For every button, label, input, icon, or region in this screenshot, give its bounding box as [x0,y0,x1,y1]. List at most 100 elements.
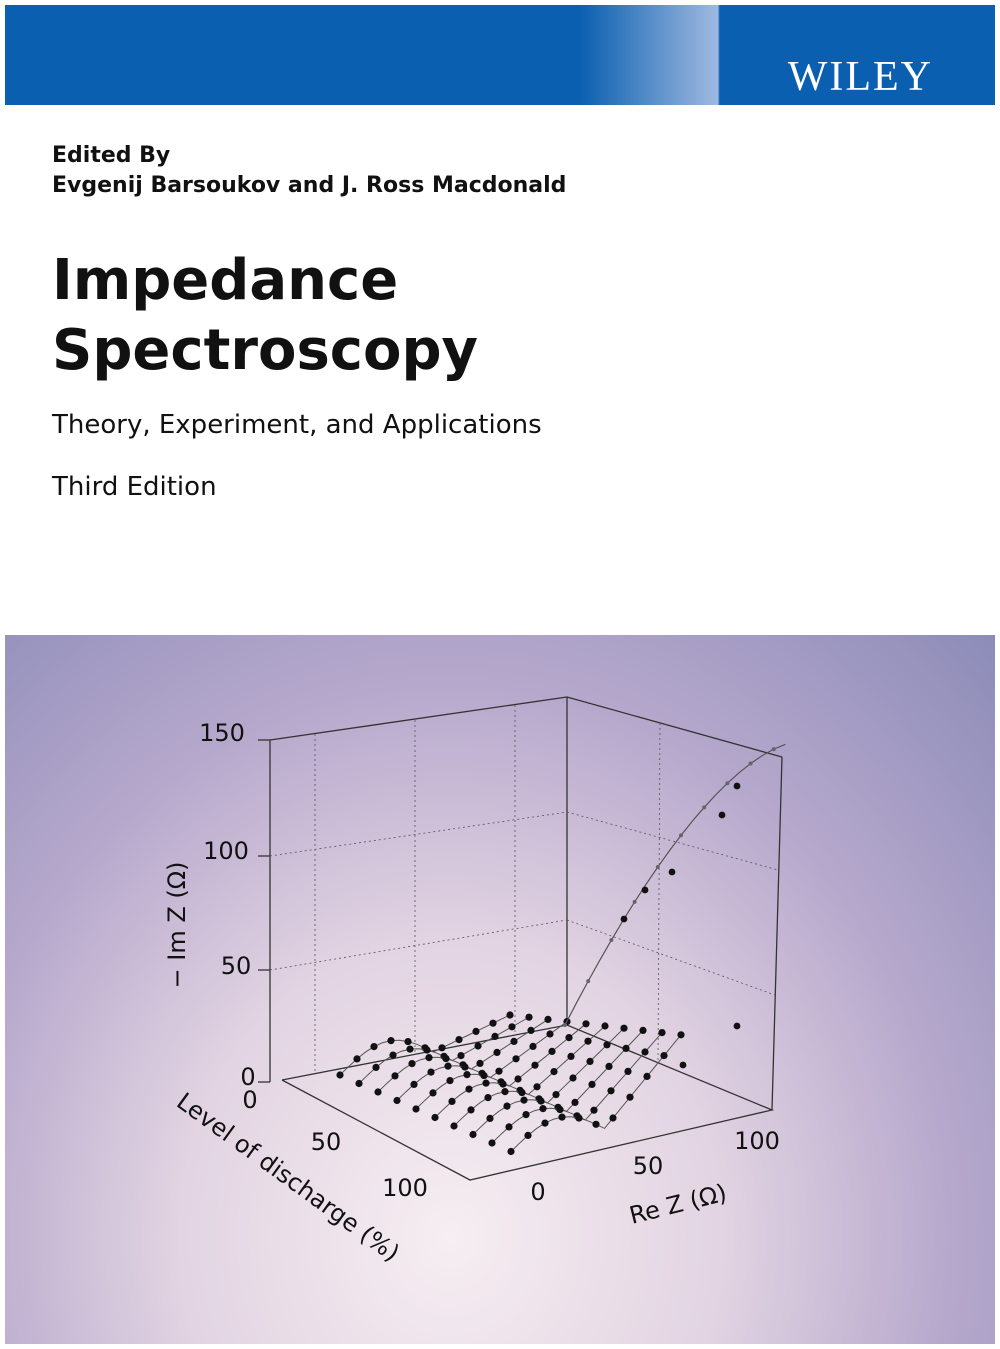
arc-line [510,1034,682,1152]
arc-dot [518,1088,526,1097]
arc-dot [508,1023,516,1031]
arc-dot [489,1019,497,1027]
arc-dot [639,1026,647,1034]
arc-dot [429,1089,437,1097]
header-bar: WILEY [5,5,995,105]
arc-dot [514,1075,522,1083]
arc-dot [499,1080,507,1088]
wall-dot [632,899,637,904]
arc-dot [584,1037,592,1045]
tick-label: 0 [240,1063,255,1091]
arc-dot [463,1071,471,1079]
arc-dot [582,1020,590,1028]
arc-dot [474,1042,482,1050]
arc-dot [491,1032,499,1040]
arc-dot [408,1059,416,1068]
arc-dot [355,1079,363,1088]
tick-label: 50 [633,1152,664,1180]
arc-dot [569,1074,577,1082]
arc-dot [550,1068,558,1076]
arc-dot [391,1072,399,1080]
tick-label: 0 [242,1086,257,1114]
arc-dot [493,1048,501,1056]
arc-dot [374,1088,382,1096]
arc-dot [609,1114,617,1122]
arc-dot [558,1113,566,1121]
arc-dot [567,1052,575,1060]
arc-dot [505,1123,513,1131]
arc-dot [620,1024,628,1032]
arc-dot [438,1044,446,1052]
wall-dot [733,782,741,790]
arc-dot [448,1097,456,1106]
title: Impedance [52,248,399,313]
edition: Third Edition [52,472,217,502]
arc-dot [660,1052,668,1060]
arc-dot [677,1031,685,1039]
arc-dot [425,1054,433,1062]
arc-dot [592,1120,600,1128]
arc-dot [624,1067,632,1075]
wall-line [564,743,786,1026]
arc-dot [571,1098,579,1106]
arc-dot [336,1071,344,1079]
tick-label: 0 [530,1178,545,1206]
arc-dot [484,1093,492,1102]
arc-dot [465,1085,473,1093]
axis-title: Re Z (Ω) [627,1179,730,1230]
arc-dot [590,1106,598,1114]
wall-dot [668,868,676,876]
arc-dot [643,1072,651,1080]
arc-dot [457,1052,465,1060]
arc-dot [524,1131,532,1140]
wall-dot [609,938,614,943]
arc-dot [531,1061,539,1069]
axis-title: Level of discharge (%) [171,1087,404,1267]
wall-dot [702,805,707,810]
wall-dot [771,747,776,752]
arc-dot [410,1080,418,1089]
arc-dot [658,1029,666,1037]
wall-dot [679,833,683,838]
arc-dot [393,1096,401,1105]
arc-dot [469,1130,477,1139]
arc-dot [406,1045,414,1053]
arc-dot [527,1026,535,1034]
arc-dot [467,1106,475,1114]
wall-dot [620,915,628,923]
arc-dot [588,1080,596,1088]
tick-label: 50 [221,952,252,980]
plot-frame [258,696,783,1181]
arc-dot [455,1036,463,1044]
wall-dot [718,811,726,819]
arc-dot [512,1055,520,1063]
arc-dot [503,1102,511,1110]
arc-dot [539,1105,547,1113]
wall-dot [655,864,660,869]
arc-dot [622,1044,630,1052]
arc-dot [488,1139,496,1147]
arc-dot [387,1037,395,1045]
axis-title: − Im Z (Ω) [163,862,191,989]
tick-label: 100 [203,837,249,865]
arc-dot [544,1015,552,1024]
arc-dot [446,1076,454,1085]
tick-label: 100 [382,1174,428,1202]
arc-dot [641,1048,649,1056]
arc-dot [533,1083,541,1091]
title: Spectroscopy [52,318,479,383]
arc-dot [370,1042,378,1051]
tick-label: 150 [199,719,245,747]
arc-dot [607,1087,615,1095]
arc-dot [552,1091,560,1099]
arc-dot [495,1067,503,1075]
arc-dot [472,1027,480,1035]
arc-dot [480,1071,488,1080]
arc-dot [506,1011,514,1019]
arc-dot [548,1047,556,1055]
wall-dot [641,886,649,894]
arc-dot [626,1093,634,1101]
cover-art [5,635,995,1344]
